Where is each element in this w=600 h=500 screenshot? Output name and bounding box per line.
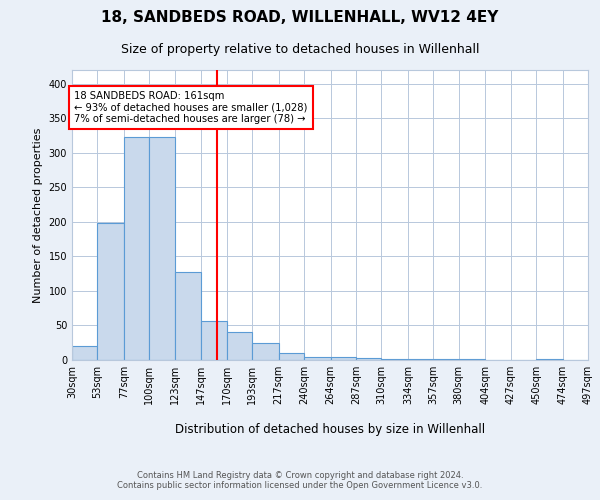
Text: Distribution of detached houses by size in Willenhall: Distribution of detached houses by size …: [175, 422, 485, 436]
Text: 18, SANDBEDS ROAD, WILLENHALL, WV12 4EY: 18, SANDBEDS ROAD, WILLENHALL, WV12 4EY: [101, 10, 499, 25]
Bar: [72, 346, 97, 360]
Bar: [278, 353, 304, 360]
Bar: [304, 356, 331, 360]
Bar: [201, 320, 227, 360]
Bar: [149, 137, 175, 360]
Bar: [175, 272, 201, 360]
Bar: [382, 358, 408, 360]
Text: 18 SANDBEDS ROAD: 161sqm
← 93% of detached houses are smaller (1,028)
7% of semi: 18 SANDBEDS ROAD: 161sqm ← 93% of detach…: [74, 90, 308, 124]
Y-axis label: Number of detached properties: Number of detached properties: [33, 128, 43, 302]
Bar: [356, 358, 382, 360]
Bar: [408, 358, 433, 360]
Bar: [124, 137, 149, 360]
Bar: [97, 224, 124, 360]
Text: Contains HM Land Registry data © Crown copyright and database right 2024.
Contai: Contains HM Land Registry data © Crown c…: [118, 470, 482, 490]
Bar: [227, 332, 252, 360]
Bar: [331, 356, 356, 360]
Text: Size of property relative to detached houses in Willenhall: Size of property relative to detached ho…: [121, 42, 479, 56]
Bar: [252, 342, 278, 360]
